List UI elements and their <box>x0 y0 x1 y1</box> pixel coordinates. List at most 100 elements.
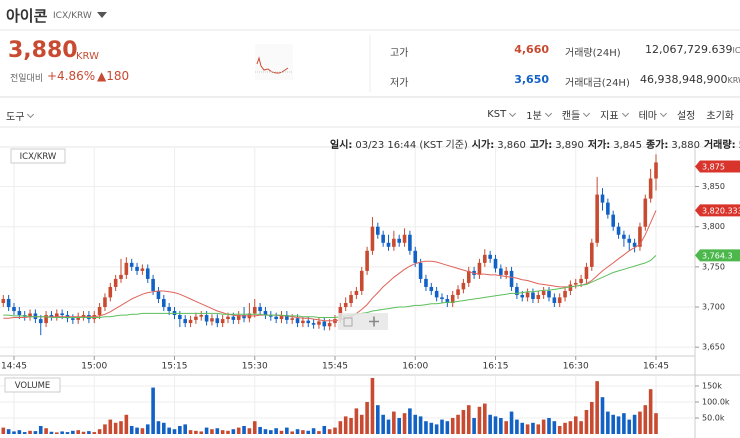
candle-body <box>162 298 166 308</box>
toolbar-item[interactable]: 1분 <box>526 107 552 122</box>
volume-bar <box>402 413 407 434</box>
zoom-control[interactable] <box>338 313 388 330</box>
candle-body <box>252 307 257 314</box>
candle-body <box>611 214 615 227</box>
volume-bar <box>301 430 305 434</box>
info-value: 3,890 <box>555 140 584 151</box>
candle-body <box>520 294 525 298</box>
volume-bar <box>600 397 605 434</box>
volume-bar <box>397 417 401 434</box>
info-value: 3,845 <box>613 140 642 151</box>
candle-body <box>557 297 562 304</box>
y-tick-label: 3,700 <box>702 303 725 312</box>
toolbar-item[interactable]: 설정 <box>677 107 695 122</box>
volume-bar <box>343 416 348 434</box>
candle-body <box>499 268 503 275</box>
candle-body <box>17 311 22 316</box>
volume-bar <box>33 431 38 434</box>
info-value: 03/23 16:44 (KST 기준) <box>355 140 468 151</box>
toolbar-item[interactable]: KST <box>487 107 517 122</box>
volume-bar <box>215 428 220 434</box>
toolbar-label: KST <box>487 109 507 120</box>
volume-bar <box>129 425 134 434</box>
volume-bar <box>493 416 498 434</box>
candle-body <box>6 298 11 308</box>
sparkline-box <box>255 44 293 80</box>
chart-label: ICX/KRW <box>20 152 57 162</box>
candle-body <box>402 234 407 243</box>
stat-label: 거래대금(24H) <box>565 78 630 89</box>
y-tick-label: 3,650 <box>702 343 725 352</box>
candle-body <box>183 319 187 324</box>
dropdown-arrow[interactable] <box>97 12 107 18</box>
volume-bar <box>520 422 525 434</box>
volume-bar <box>140 428 145 434</box>
volume-bar <box>472 417 476 434</box>
stat-unit: ICX <box>732 46 740 55</box>
candle-body <box>55 313 59 317</box>
volume-bar <box>381 414 385 434</box>
toolbar: KST 1분 캔들 지표 테마 설정 초기화 <box>487 107 734 122</box>
volume-bar <box>557 425 562 434</box>
toolbar-label: 지표 <box>600 111 619 122</box>
volume-bar <box>103 424 107 434</box>
candle-body <box>434 290 439 298</box>
volume-bar <box>204 427 209 434</box>
stat-value: 46,938,948,900KRW <box>640 73 740 86</box>
x-tick-label: 16:15 <box>483 362 509 372</box>
candle-body <box>204 315 209 322</box>
volume-bar <box>87 431 91 434</box>
volume-bar <box>145 424 150 434</box>
volume-bar <box>515 419 519 434</box>
volume-bar <box>579 421 583 434</box>
candle-body <box>236 315 241 320</box>
candle-body <box>466 270 471 283</box>
volume-bar <box>194 430 198 434</box>
volume-bar <box>76 430 80 434</box>
candle-body <box>226 316 230 320</box>
candle-body <box>327 323 332 327</box>
x-tick-label: 16:30 <box>563 362 589 372</box>
volume-bar <box>386 419 391 434</box>
candle-body <box>536 294 541 299</box>
tool-menu[interactable]: 도구 <box>6 108 35 123</box>
volume-bar <box>568 421 573 434</box>
volume-bar <box>354 408 359 434</box>
info-label: 거래량: <box>703 140 736 151</box>
volume-bar <box>210 429 214 434</box>
volume-bar <box>392 411 396 434</box>
volume-bar <box>541 419 546 434</box>
candle-body <box>483 254 487 263</box>
stat-label: 거래량(24H) <box>565 48 621 59</box>
toolbar-label: 설정 <box>676 111 696 122</box>
candle-body <box>258 307 262 312</box>
volume-bar <box>38 425 43 434</box>
candle-body <box>515 286 519 295</box>
coin-name: 아이콘 <box>6 7 48 25</box>
candle-body <box>547 290 551 298</box>
candle-body <box>349 294 353 304</box>
change-pct: +4.86% <box>47 69 96 83</box>
candle-body <box>638 226 642 247</box>
toolbar-item[interactable]: 캔들 <box>562 107 591 122</box>
candle-body <box>119 274 123 279</box>
volume-bar <box>108 419 113 434</box>
candle-body <box>113 278 118 287</box>
info-label: 시가: <box>471 140 495 151</box>
volume-bar <box>231 429 236 434</box>
volume-bar <box>92 432 97 434</box>
y-tick-label: 150k <box>702 381 722 390</box>
volume-bar <box>183 424 187 434</box>
volume-bar <box>477 406 482 434</box>
info-value: 3,860 <box>497 140 526 151</box>
y-tick-label: 50.0k <box>702 413 725 422</box>
info-value: 3,880 <box>671 140 700 151</box>
currency: KRW <box>76 51 99 62</box>
volume-bar <box>290 431 294 434</box>
toolbar-item[interactable]: 테마 <box>639 107 668 122</box>
candle-body <box>103 297 107 308</box>
toolbar-item[interactable]: 초기화 <box>706 107 734 122</box>
toolbar-item[interactable]: 지표 <box>600 107 629 122</box>
volume-bar <box>547 417 551 434</box>
